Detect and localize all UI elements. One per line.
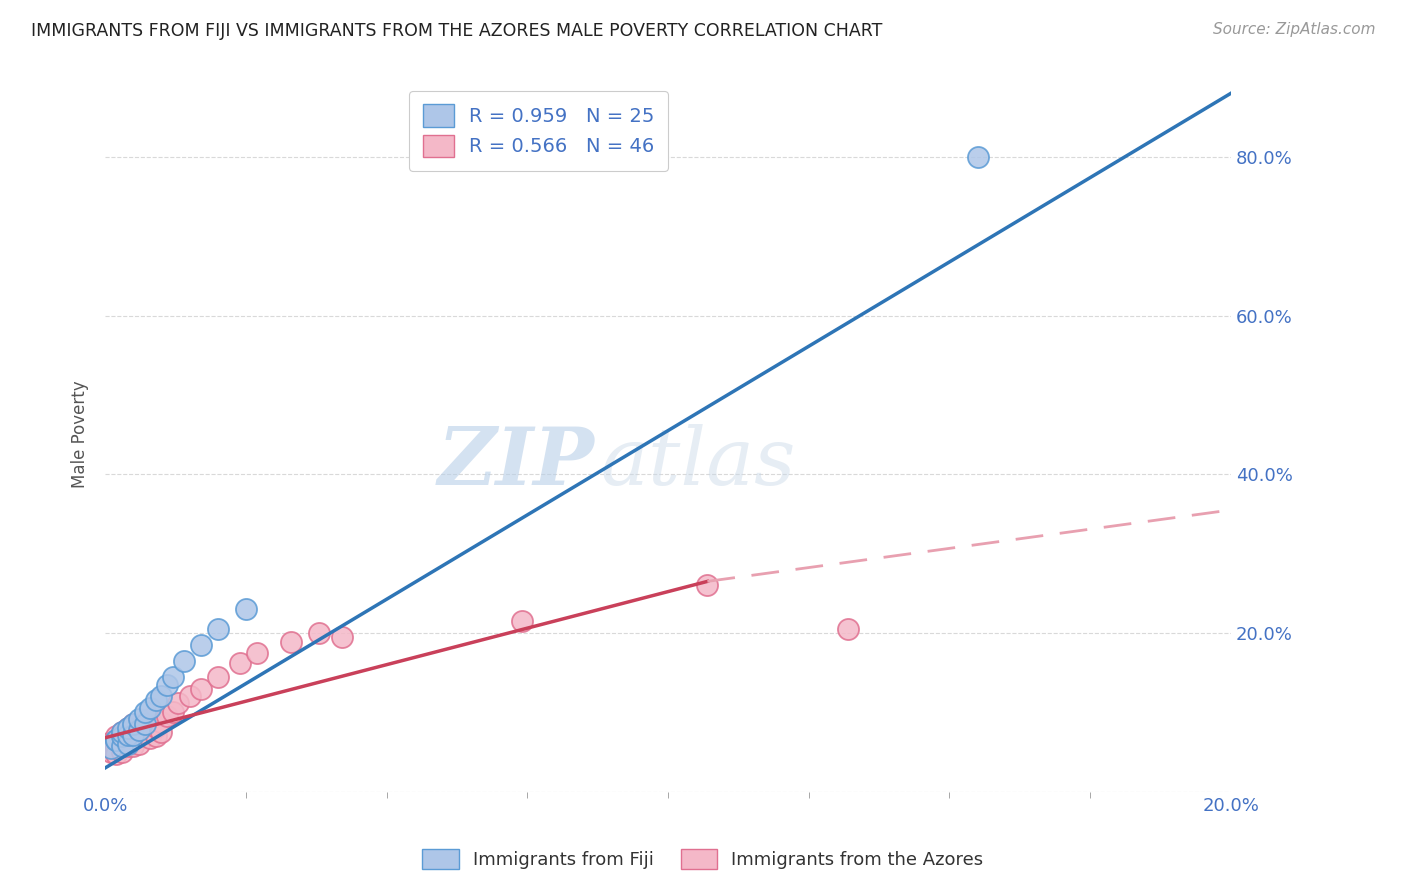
Point [122,725,145,739]
Point [134,725,156,739]
Point [167,696,190,710]
Point [134,706,156,720]
Text: Source: ZipAtlas.com: Source: ZipAtlas.com [1212,22,1375,37]
Point [128,723,150,737]
Point [246,646,269,660]
Text: ZIP: ZIP [439,425,595,502]
Point [122,727,145,741]
Point [150,690,173,704]
Legend: Immigrants from Fiji, Immigrants from the Azores: Immigrants from Fiji, Immigrants from th… [413,839,993,879]
Point [117,727,139,741]
Point [111,737,134,751]
Point [117,739,139,753]
Point [111,725,134,739]
Point [122,717,145,731]
Point [145,693,167,707]
Point [105,733,128,747]
Point [122,739,145,753]
Point [134,717,156,731]
Point [696,578,718,592]
Point [128,737,150,751]
Point [156,677,179,691]
Point [145,720,167,734]
Point [117,721,139,735]
Point [134,714,156,729]
Point [100,745,122,759]
Text: IMMIGRANTS FROM FIJI VS IMMIGRANTS FROM THE AZORES MALE POVERTY CORRELATION CHAR: IMMIGRANTS FROM FIJI VS IMMIGRANTS FROM … [31,22,883,40]
Point [162,670,184,684]
Point [122,733,145,747]
Point [111,745,134,759]
Point [105,739,128,753]
Point [122,717,145,731]
Point [128,729,150,743]
Point [111,739,134,753]
Point [105,733,128,747]
Point [190,638,212,652]
Point [111,731,134,745]
Point [139,701,162,715]
Point [330,630,353,644]
Point [100,735,122,749]
Point [139,712,162,726]
Point [156,709,179,723]
Point [150,725,173,739]
Point [207,670,229,684]
Point [105,733,128,747]
Point [190,681,212,696]
Point [139,723,162,737]
Point [105,729,128,743]
Point [117,727,139,741]
Point [128,721,150,735]
Point [117,737,139,751]
Point [150,714,173,729]
Point [117,721,139,735]
Point [179,690,201,704]
Point [235,602,257,616]
Legend: R = 0.959   N = 25, R = 0.566   N = 46: R = 0.959 N = 25, R = 0.566 N = 46 [409,91,668,170]
Point [229,656,252,670]
Y-axis label: Male Poverty: Male Poverty [72,381,89,489]
Point [280,635,302,649]
Point [111,729,134,743]
Point [162,706,184,720]
Point [139,731,162,745]
Point [105,741,128,756]
Point [145,729,167,743]
Point [100,741,122,756]
Point [207,622,229,636]
Point [105,747,128,761]
Point [128,712,150,726]
Point [510,614,533,628]
Point [837,622,859,636]
Point [966,150,988,164]
Point [100,741,122,756]
Point [308,626,330,640]
Text: atlas: atlas [600,425,796,502]
Point [173,654,195,668]
Point [117,735,139,749]
Point [111,725,134,739]
